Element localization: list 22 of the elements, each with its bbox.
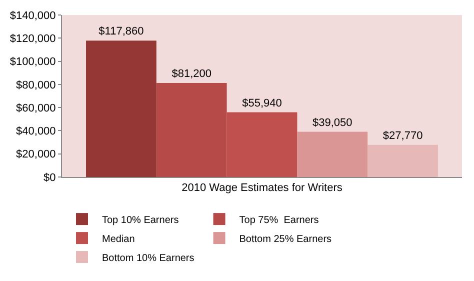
data-label: $27,770 (382, 130, 423, 142)
y-tick-label: $0 (44, 172, 56, 184)
legend-label: Bottom 25% Earners (239, 234, 332, 245)
data-label: $81,200 (172, 68, 212, 80)
x-tick-label: 2010 Wage Estimates for Writers (182, 182, 343, 194)
legend-label: Median (102, 234, 135, 245)
y-tick-label: $80,000 (16, 79, 56, 92)
y-tick-label: $20,000 (16, 148, 56, 161)
legend-label: Top 10% Earners (102, 214, 179, 226)
legend-label: Bottom 10% Earners (102, 252, 194, 264)
y-tick-label: $60,000 (16, 102, 56, 114)
bar (86, 40, 156, 177)
y-tick-label: $140,000 (10, 10, 56, 22)
legend-label: Top 75% Earners (239, 214, 319, 226)
data-label: $55,940 (242, 97, 282, 110)
bar (297, 132, 368, 177)
y-tick-label: $40,000 (16, 126, 56, 138)
data-label: $39,050 (312, 116, 352, 129)
data-label: $117,860 (98, 26, 144, 38)
y-tick-label: $100,000 (10, 56, 56, 68)
bar (368, 144, 438, 177)
y-tick-label: $120,000 (10, 32, 56, 45)
